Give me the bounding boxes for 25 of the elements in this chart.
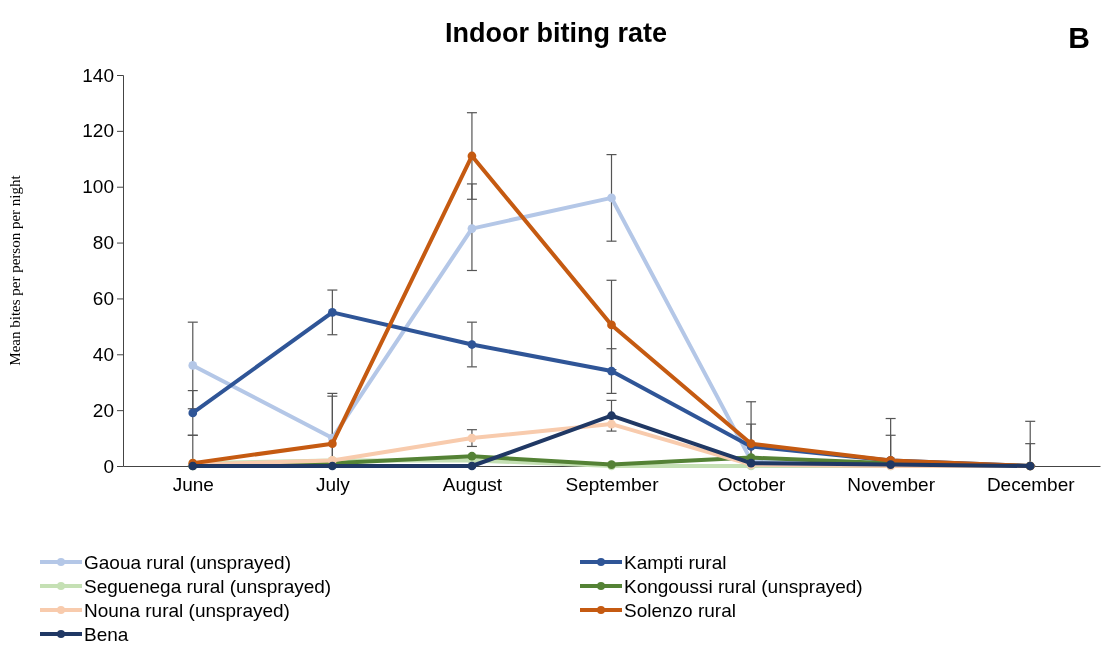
- x-tick-label: July: [315, 474, 351, 496]
- legend-label: Kampti rural: [624, 551, 727, 573]
- y-axis-title: Mean bites per person per night: [7, 174, 23, 366]
- x-tick-label: December: [986, 474, 1076, 496]
- y-tick-label: 0: [103, 455, 114, 477]
- legend-label: Solenzo rural: [624, 599, 736, 621]
- legend-label: Bena: [84, 623, 129, 645]
- legend-label: Nouna rural (unsprayed): [84, 599, 290, 621]
- y-tick-label: 40: [92, 343, 114, 365]
- text: B: [1068, 21, 1090, 54]
- y-tick-label: 60: [92, 288, 114, 310]
- x-tick-label: June: [172, 474, 214, 496]
- legend-label: Kongoussi rural (unsprayed): [624, 575, 863, 597]
- legend-label: Seguenega rural (unsprayed): [84, 575, 332, 597]
- y-tick-label: 140: [82, 64, 114, 86]
- y-tick-label: 20: [92, 399, 114, 421]
- y-tick-label: 120: [82, 120, 114, 142]
- chart-title: Indoor biting rate: [445, 18, 667, 48]
- y-tick-label: 80: [92, 232, 114, 254]
- x-tick-label: November: [847, 474, 936, 496]
- x-tick-label: October: [717, 474, 787, 496]
- x-tick-label: September: [565, 474, 660, 496]
- legend-label: Gaoua rural (unsprayed): [84, 551, 291, 573]
- y-tick-label: 100: [82, 176, 114, 198]
- x-tick-label: August: [442, 474, 503, 496]
